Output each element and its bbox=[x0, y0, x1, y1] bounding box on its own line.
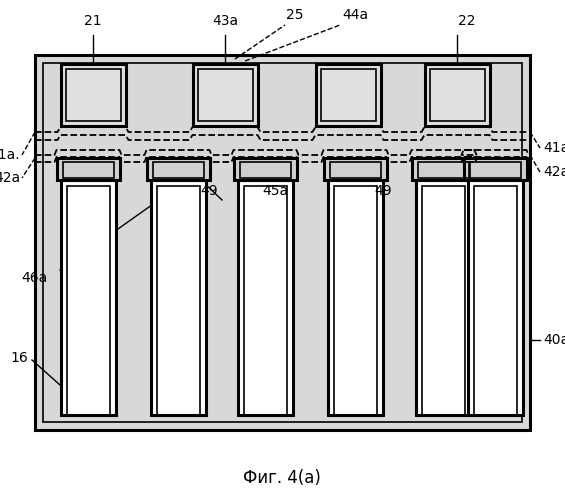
Bar bbox=[470, 162, 520, 178]
Text: 43a: 43a bbox=[212, 14, 238, 28]
Bar bbox=[467, 180, 523, 415]
Bar bbox=[418, 162, 468, 178]
Bar bbox=[411, 158, 475, 180]
Bar bbox=[244, 186, 286, 415]
Text: 49: 49 bbox=[374, 184, 392, 198]
Text: 49: 49 bbox=[201, 184, 218, 198]
Bar bbox=[193, 64, 258, 126]
Bar bbox=[421, 186, 464, 415]
Text: 41a: 41a bbox=[543, 141, 565, 155]
Bar bbox=[56, 158, 120, 180]
Bar bbox=[240, 162, 290, 178]
Bar bbox=[324, 158, 386, 180]
Text: 22: 22 bbox=[458, 14, 476, 28]
Bar bbox=[146, 158, 210, 180]
Bar bbox=[473, 186, 516, 415]
Bar bbox=[67, 186, 110, 415]
Bar bbox=[60, 64, 125, 126]
Text: 21: 21 bbox=[84, 14, 102, 28]
Bar bbox=[429, 69, 485, 121]
Bar bbox=[150, 180, 206, 415]
Bar bbox=[153, 162, 203, 178]
Bar bbox=[66, 69, 120, 121]
Bar bbox=[415, 180, 471, 415]
Bar bbox=[315, 64, 380, 126]
Bar bbox=[35, 55, 530, 430]
Bar bbox=[60, 180, 115, 415]
Bar bbox=[43, 63, 522, 422]
Text: 42a: 42a bbox=[0, 171, 20, 185]
Text: 45a: 45a bbox=[262, 184, 288, 198]
Bar bbox=[157, 186, 199, 415]
Bar bbox=[198, 69, 253, 121]
Text: 40a: 40a bbox=[543, 333, 565, 347]
Text: 42a: 42a bbox=[543, 165, 565, 179]
Bar bbox=[328, 180, 383, 415]
Bar bbox=[63, 162, 114, 178]
Text: 44a: 44a bbox=[342, 8, 368, 22]
Text: 25: 25 bbox=[286, 8, 304, 22]
Bar bbox=[424, 64, 489, 126]
Text: Фиг. 4(a): Фиг. 4(a) bbox=[243, 469, 321, 487]
Text: 41a.: 41a. bbox=[0, 148, 20, 162]
Bar bbox=[463, 158, 527, 180]
Bar bbox=[233, 158, 297, 180]
Bar bbox=[237, 180, 293, 415]
Bar bbox=[320, 69, 376, 121]
Text: 46a: 46a bbox=[21, 271, 48, 285]
Bar bbox=[329, 162, 380, 178]
Bar bbox=[333, 186, 376, 415]
Text: 16: 16 bbox=[10, 351, 28, 365]
